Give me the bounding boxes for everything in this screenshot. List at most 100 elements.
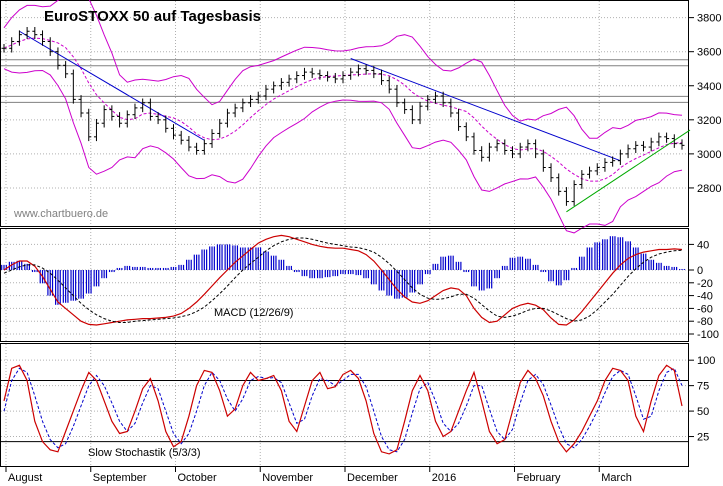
price-bar xyxy=(278,78,284,91)
stochastic-d-line xyxy=(3,367,683,453)
price-bar xyxy=(255,91,261,104)
price-bar xyxy=(155,112,161,125)
price-bar xyxy=(494,139,500,152)
price-bar xyxy=(109,105,115,121)
price-bar xyxy=(432,91,438,104)
macd-y-tick-label: -100 xyxy=(697,329,719,341)
price-panel: 2800 3000 3200 3400 3600 3800 EuroSTOXX 50 au… xyxy=(0,0,721,234)
macd-y-tick-label: -40 xyxy=(697,291,713,303)
x-tick-label: August xyxy=(8,472,42,484)
price-bar xyxy=(24,26,30,39)
stochastic-k-line xyxy=(3,364,683,455)
price-bar xyxy=(309,67,315,79)
macd-y-tick-label: -60 xyxy=(697,303,713,315)
bollinger-bands xyxy=(3,0,683,234)
price-bar xyxy=(332,72,338,84)
macd-line xyxy=(3,234,683,326)
watermark: www.chartbuero.de xyxy=(13,208,108,220)
price-bar xyxy=(563,187,569,206)
price-bar xyxy=(86,108,92,142)
macd-histogram xyxy=(1,236,685,305)
price-bar xyxy=(1,44,7,53)
price-bar xyxy=(648,137,654,152)
price-bar xyxy=(656,132,662,147)
price-bar xyxy=(140,98,146,113)
stochastic-y-ticks: 100 75 50 25 xyxy=(688,355,715,444)
price-bar xyxy=(425,95,431,111)
price-bar xyxy=(602,158,608,172)
x-tick-label: November xyxy=(262,472,313,484)
price-bar xyxy=(355,64,361,77)
price-bar xyxy=(32,26,38,39)
price-bar xyxy=(540,149,546,172)
price-bar xyxy=(587,166,593,179)
price-bar xyxy=(147,98,153,121)
price-y-tick-label: 3600 xyxy=(697,47,721,59)
price-bars xyxy=(1,26,685,206)
price-bar xyxy=(664,132,670,143)
price-bar xyxy=(55,47,61,70)
macd-y-ticks: 40 0-20-40-60-80-100 xyxy=(688,239,719,341)
price-bar xyxy=(325,71,331,82)
stochastic-panel: 100 75 50 25 Slow Stochastik (5/3/3) xyxy=(0,343,715,467)
stochastic-label: Slow Stochastik (5/3/3) xyxy=(88,447,201,459)
price-bar xyxy=(517,142,523,159)
price-bar xyxy=(40,30,46,46)
price-bar xyxy=(63,61,69,79)
macd-y-tick-label: 0 xyxy=(697,265,703,277)
price-y-tick-label: 3000 xyxy=(697,149,721,161)
price-bar xyxy=(671,134,677,148)
price-bar xyxy=(371,66,377,79)
price-bar xyxy=(571,180,577,206)
price-bar xyxy=(178,130,184,145)
price-bar xyxy=(479,146,485,162)
macd-grid xyxy=(1,229,688,341)
price-bar xyxy=(340,71,346,84)
price-bar xyxy=(533,139,539,159)
price-bar xyxy=(617,149,623,165)
macd-y-tick-label: 40 xyxy=(697,239,709,251)
price-panel-frame xyxy=(0,0,689,227)
x-axis: August September October November December 20… xyxy=(5,466,632,484)
price-bar xyxy=(217,118,223,138)
price-bar xyxy=(248,95,254,108)
stochastic-y-tick-label: 25 xyxy=(697,432,709,444)
x-tick-label: September xyxy=(93,472,147,484)
x-tick-label: 2016 xyxy=(432,472,456,484)
macd-panel-frame xyxy=(0,228,689,342)
x-tick-label: October xyxy=(178,472,217,484)
price-y-tick-label: 3800 xyxy=(697,13,721,25)
price-bar xyxy=(301,67,307,80)
stochastic-level-lines xyxy=(1,380,688,443)
price-bar xyxy=(679,139,685,150)
stochastic-lines xyxy=(3,364,683,455)
price-bar xyxy=(171,124,176,140)
price-bar xyxy=(132,103,138,119)
price-bar xyxy=(209,129,215,148)
price-bar xyxy=(70,69,76,104)
price-level-lines xyxy=(1,59,688,103)
price-bar xyxy=(16,30,22,46)
macd-panel: 40 0-20-40-60-80-100 MACD (12/26/9) xyxy=(0,228,719,342)
price-bar xyxy=(117,112,123,128)
price-bar xyxy=(286,74,292,87)
downtrend-line-2 xyxy=(350,58,621,162)
price-bar xyxy=(317,69,323,80)
price-bar xyxy=(240,98,246,113)
price-bar xyxy=(186,135,192,152)
price-bar xyxy=(510,146,515,159)
price-bar xyxy=(348,67,354,80)
price-y-ticks: 2800 3000 3200 3400 3600 3800 xyxy=(688,13,721,195)
macd-lines xyxy=(3,234,683,326)
price-bar xyxy=(556,173,562,196)
stochastic-y-tick-label: 50 xyxy=(697,406,709,418)
price-bar xyxy=(502,139,508,155)
x-tick-label: February xyxy=(517,472,562,484)
bollinger-lower xyxy=(3,68,683,234)
price-bar xyxy=(486,142,492,162)
macd-label: MACD (12/26/9) xyxy=(214,307,293,319)
price-bar xyxy=(402,98,408,114)
price-y-tick-label: 2800 xyxy=(697,183,721,195)
price-grid xyxy=(1,1,688,226)
price-bar xyxy=(232,103,238,118)
